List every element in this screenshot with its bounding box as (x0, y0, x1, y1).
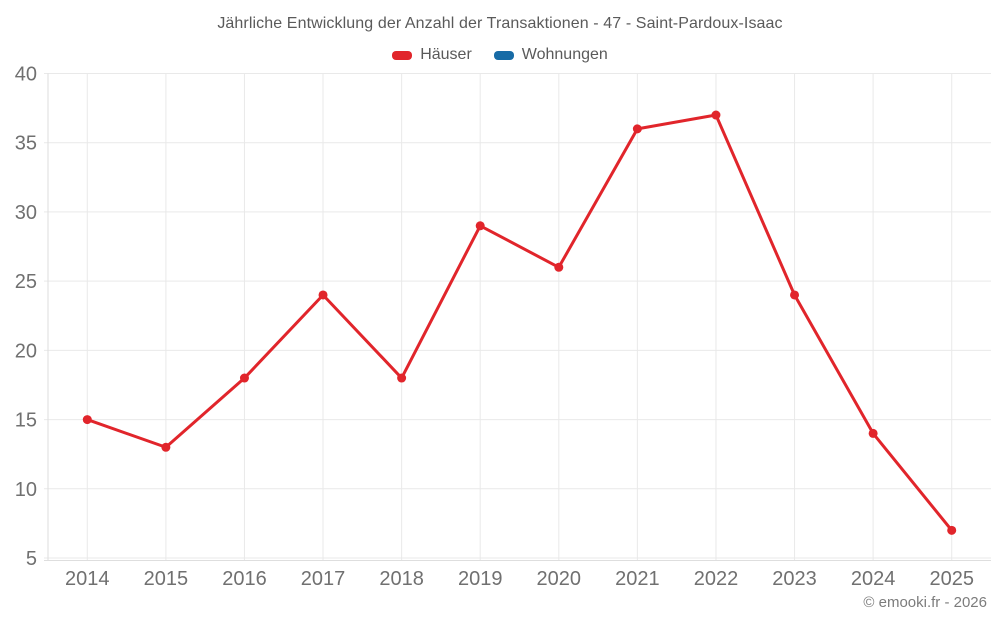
chart-legend: Häuser Wohnungen (0, 46, 1000, 64)
x-tick-label: 2014 (65, 568, 110, 590)
y-tick-label: 10 (15, 479, 37, 501)
data-point[interactable] (475, 221, 485, 231)
copyright: © emooki.fr - 2026 (863, 594, 987, 611)
x-tick-label: 2022 (694, 568, 739, 590)
legend-swatch-wohnungen (493, 50, 514, 60)
gridlines (44, 73, 991, 561)
data-point[interactable] (790, 290, 800, 300)
legend-label-wohnungen: Wohnungen (521, 46, 608, 63)
x-axis-labels: 2014 2015 2016 2017 2018 2019 2020 2021 2022 2023… (65, 568, 974, 590)
series-line (85, 113, 954, 532)
x-tick-label: 2019 (458, 568, 503, 590)
y-axis-labels: 5 10 15 20 25 30 35 40 (15, 64, 37, 571)
series-Häuser (82, 110, 957, 535)
y-tick-label: 20 (15, 340, 37, 362)
chart-title: Jährliche Entwicklung der Anzahl der Tra… (217, 15, 783, 32)
y-tick-label: 40 (15, 64, 37, 86)
y-tick-label: 25 (15, 271, 37, 293)
x-tick-label: 2016 (222, 568, 267, 590)
y-tick-label: 5 (26, 548, 37, 570)
x-tick-label: 2015 (144, 568, 189, 590)
data-point[interactable] (161, 442, 171, 452)
x-tick-label: 2025 (929, 568, 974, 590)
legend-swatch-haeuser (392, 50, 413, 60)
x-tick-label: 2021 (615, 568, 660, 590)
data-point[interactable] (554, 262, 564, 272)
data-point[interactable] (239, 373, 249, 383)
x-tick-label: 2020 (537, 568, 582, 590)
y-tick-label: 30 (15, 202, 37, 224)
legend-label-haeuser: Häuser (420, 46, 472, 63)
x-tick-label: 2024 (851, 568, 896, 590)
data-point[interactable] (711, 110, 721, 120)
y-tick-label: 15 (15, 410, 37, 432)
x-tick-label: 2017 (301, 568, 346, 590)
data-point[interactable] (82, 415, 92, 425)
y-tick-label: 35 (15, 133, 37, 155)
x-tick-label: 2023 (772, 568, 817, 590)
data-point[interactable] (632, 124, 642, 134)
x-tick-label: 2018 (379, 568, 424, 590)
legend-item-haeuser[interactable]: Häuser (392, 46, 472, 64)
data-point[interactable] (397, 373, 407, 383)
legend-item-wohnungen[interactable]: Wohnungen (493, 46, 608, 64)
data-point[interactable] (318, 290, 328, 300)
data-point[interactable] (947, 525, 957, 535)
data-point[interactable] (868, 428, 878, 438)
